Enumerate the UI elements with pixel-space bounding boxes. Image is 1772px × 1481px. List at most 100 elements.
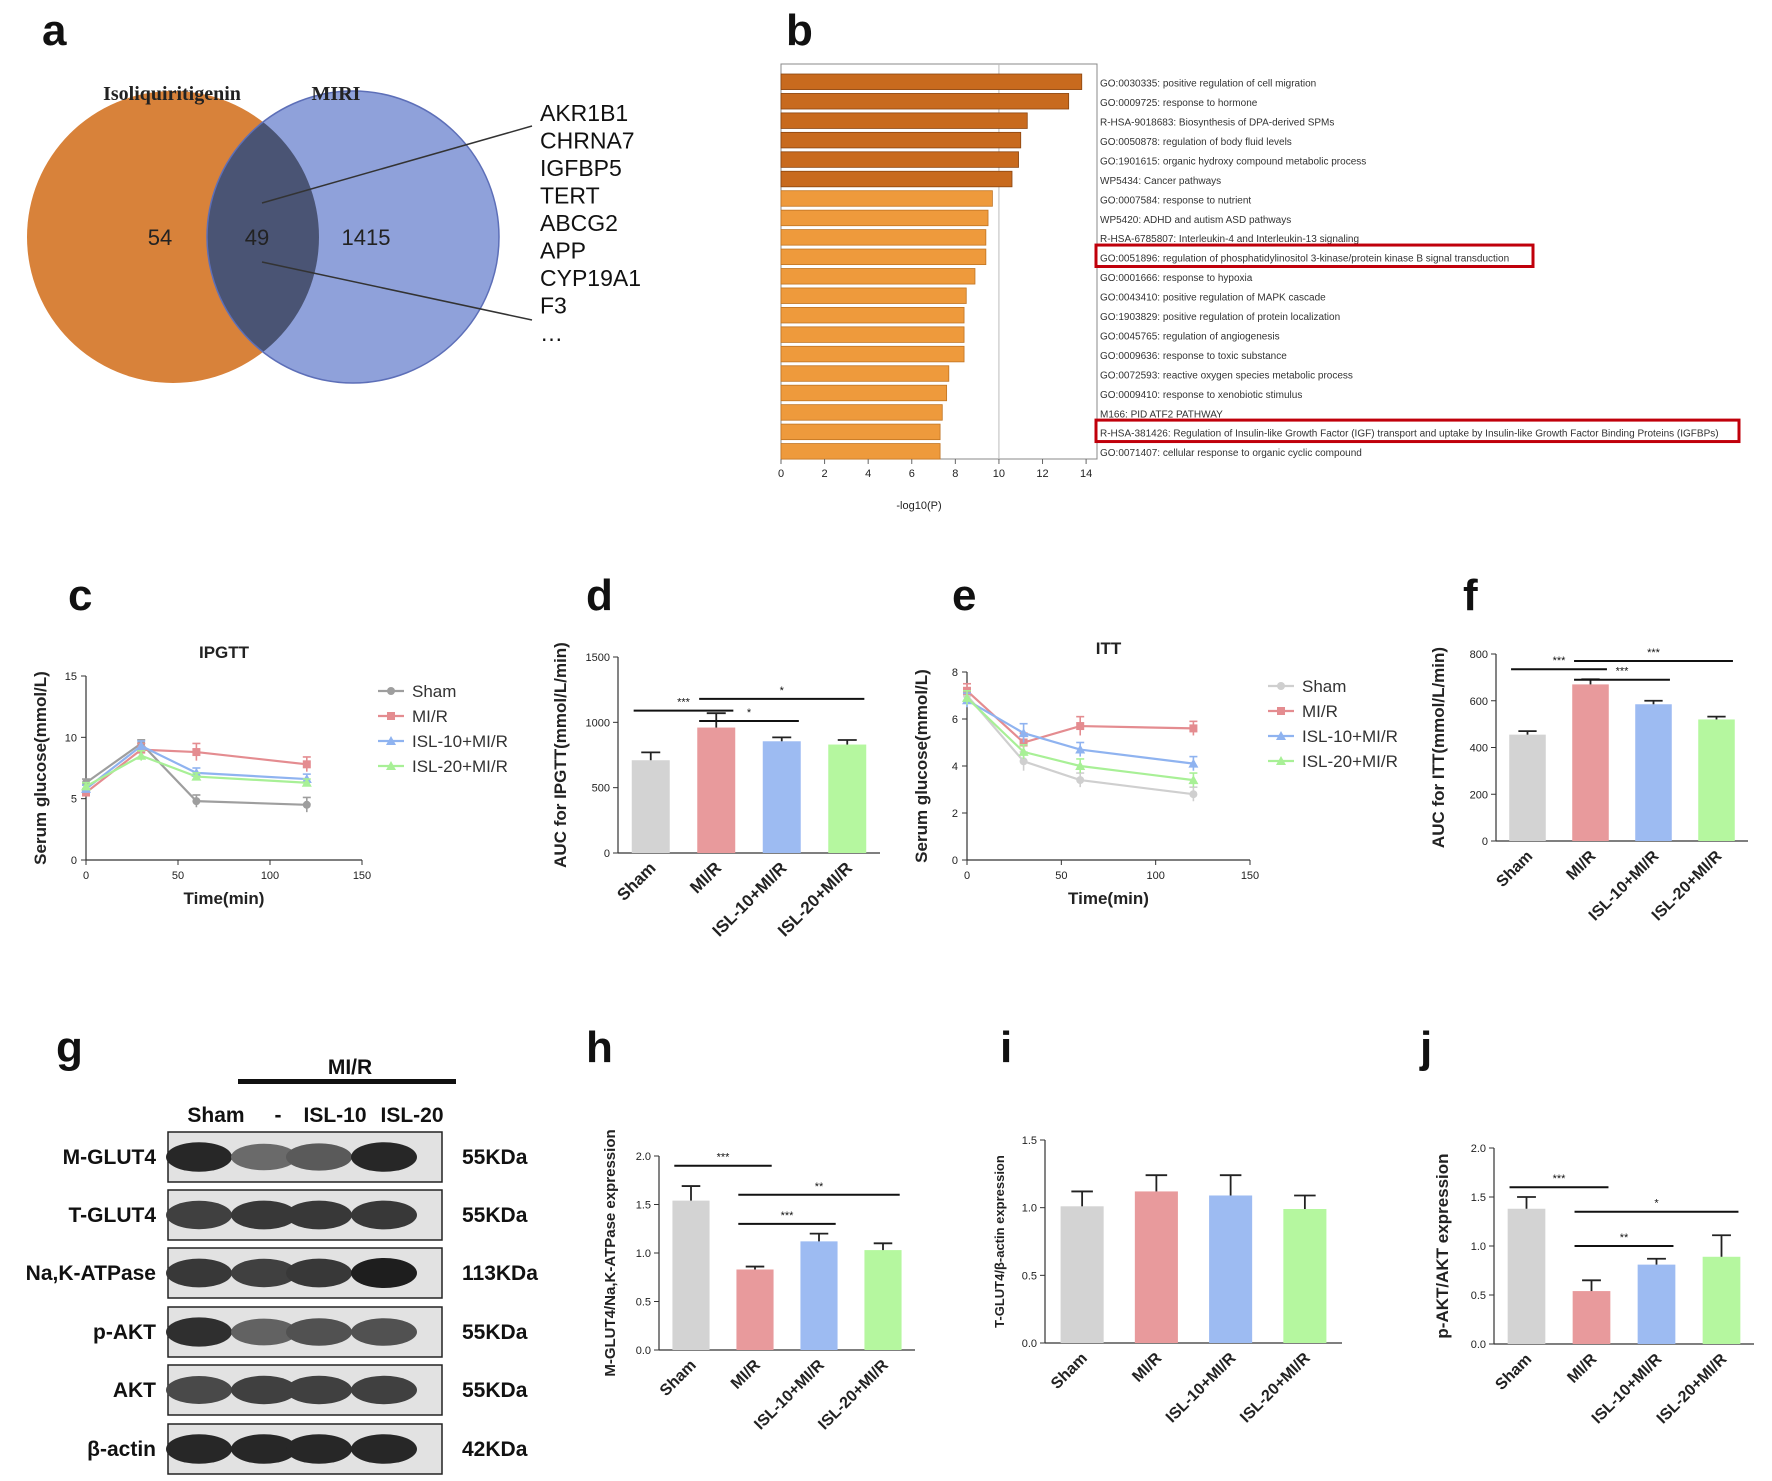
molecular-weight-label: 55KDa [462,1204,528,1227]
y-tick-label: 1000 [586,717,610,729]
go-term-label: GO:0030335: positive regulation of cell … [1100,79,1316,90]
y-axis-label: Serum glucose(mmol/L) [912,669,931,863]
protein-band [231,1318,297,1346]
tglut4-bar-chart: 0.0 0.5 1.0 1.5 T-GLUT4/β-actin expression Sh… [992,1135,1342,1426]
y-tick-label: 15 [65,671,77,683]
data-point [136,740,147,750]
y-tick-label: 1.5 [636,1200,651,1212]
series-line [85,754,307,788]
itt-line-chart: ITT 0 2 4 6 8 0 50 100 150 Time(min) Serum glucose(… [912,639,1398,908]
highlight-box [1094,418,1741,444]
data-point [136,750,147,760]
y-tick-label: 8 [952,667,958,679]
panel-label-a: a [42,6,67,55]
bar [780,131,1022,149]
protein-band [351,1258,417,1288]
legend-label: MI/R [412,707,448,726]
x-axis-label: Time(min) [184,889,265,908]
highlight-box [1094,243,1535,269]
category-label: ISL-20+MI/R [1237,1349,1314,1426]
protein-band [286,1375,352,1405]
go-term-label: WP5434: Cancer pathways [1100,176,1221,187]
panel-label-c: c [68,571,92,620]
significance-label: * [1654,1198,1659,1210]
y-tick-label: 1.5 [1022,1135,1037,1147]
venn-diagram: Isoliquiritigenin MIRI 54 49 1415 AKR1B1… [27,83,641,384]
gene-label: TERT [540,183,600,209]
category-label: Sham [657,1357,700,1400]
go-term-label: GO:0001666: response to hypoxia [1100,273,1253,284]
bar [780,73,1083,90]
y-tick-label: 400 [1470,743,1488,755]
y-tick-label: 2 [952,808,958,820]
y-tick-label: 1.0 [1471,1241,1486,1253]
category-label: Sham [1493,848,1536,891]
y-tick-label: 1.5 [1471,1192,1486,1204]
protein-label: M-GLUT4 [63,1146,157,1169]
category-label: Sham [1048,1350,1091,1393]
y-tick-label: 2.0 [1471,1143,1486,1155]
y-tick-label: 0 [952,855,958,867]
enrichment-bar-chart: GO:0030335: positive regulation of cell … [778,63,1741,512]
y-tick-label: 0.0 [1471,1339,1486,1351]
x-tick-label: 100 [1146,870,1164,882]
go-term-label: GO:1901615: organic hydroxy compound met… [1100,156,1366,167]
protein-band [351,1375,417,1405]
panel-label-f: f [1463,571,1478,620]
data-point [962,692,972,702]
protein-band [351,1318,417,1346]
protein-band [286,1143,352,1171]
panel-label-b: b [786,6,813,55]
y-tick-label: 600 [1470,696,1488,708]
legend-marker [1276,731,1286,740]
go-term-label: GO:0009636: response to toxic substance [1100,351,1287,362]
bar [780,423,941,441]
significance-label: *** [1553,1173,1567,1185]
panel-label-i: i [1000,1023,1012,1072]
significance-label: ** [815,1181,824,1193]
x-tick-label: 12 [1036,468,1048,480]
bar [780,365,950,382]
protein-band [351,1142,417,1172]
y-axis-label: AUC for ITT(mmol/L/min) [1429,647,1448,848]
bar [864,1250,902,1350]
protein-band [286,1318,352,1346]
significance-label: * [780,685,785,697]
x-tick-label: 100 [261,870,279,882]
y-tick-label: 0.0 [636,1345,651,1357]
significance-label: *** [1553,655,1567,667]
y-tick-label: 2.0 [636,1151,651,1163]
legend-label: Sham [1302,677,1346,696]
legend-label: ISL-10+MI/R [412,732,508,751]
y-tick-label: 800 [1470,649,1488,661]
bar [780,306,965,324]
series-line [966,699,1194,765]
gene-label: F3 [540,293,567,319]
go-term-label: GO:0007584: response to nutrient [1100,195,1251,206]
y-tick-label: 500 [592,783,610,795]
category-label: ISL-20+MI/R [1654,1350,1731,1427]
y-tick-label: 5 [71,794,77,806]
significance-label: *** [717,1152,731,1164]
chart-title: ITT [1096,639,1122,658]
series-line [85,744,307,790]
gene-label: CYP19A1 [540,265,641,291]
bar [780,268,976,285]
go-term-label: GO:0009410: response to xenobiotic stimu… [1100,390,1302,401]
data-point [1075,761,1086,770]
go-term-label: GO:0045765: regulation of angiogenesis [1100,331,1280,342]
data-point [1076,776,1085,785]
panel-label-e: e [952,571,976,620]
legend-marker [1277,682,1285,690]
gene-label: CHRNA7 [540,128,635,154]
significance-label: ** [1620,1232,1629,1244]
lane-label: ISL-20 [380,1104,443,1127]
mglut4-bar-chart: 0.0 0.5 1.0 1.5 2.0 M-GLUT4/Na,K-ATPase expre… [602,1129,915,1433]
series-line [85,742,307,806]
gene-label: IGFBP5 [540,155,622,181]
protein-band [166,1142,232,1172]
category-label: ISL-10+MI/R [1163,1349,1240,1426]
significance-label: *** [781,1210,795,1222]
